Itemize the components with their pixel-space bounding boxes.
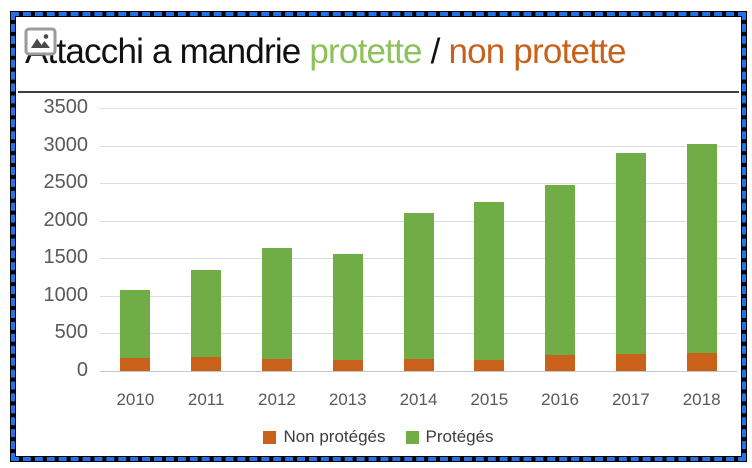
x-axis-labels: 2010 2011 2012 2013 2014 2015 2016 2017 2018 <box>100 390 737 412</box>
gridline-3000 <box>100 145 737 147</box>
x-tick-2010: 2010 <box>116 390 155 409</box>
bar-slot-2012 <box>242 108 313 371</box>
bar-segment-2016-s1 <box>545 184 576 356</box>
bar-segment-2013-s0 <box>332 359 363 371</box>
bar-slot-2013 <box>312 108 383 371</box>
x-tick-2014: 2014 <box>399 390 438 409</box>
bar-segment-2011-s0 <box>191 357 222 371</box>
title-orange-words: non protette <box>448 32 626 71</box>
title-black-lead: Attacchi a mandrie <box>25 32 310 71</box>
bar-segment-2017-s0 <box>615 354 646 371</box>
chart-legend: Non protégés Protégés <box>16 427 741 447</box>
bar-slot-2010 <box>100 108 171 371</box>
bar-segment-2017-s1 <box>615 153 646 355</box>
title-separator-line <box>18 91 739 93</box>
y-tick-2000: 2000 <box>43 208 89 231</box>
bar-2010 <box>120 289 151 371</box>
bar-slot-2015 <box>454 108 525 371</box>
bar-slot-2011 <box>171 108 242 371</box>
bar-2018 <box>686 144 717 371</box>
bar-segment-2010-s0 <box>120 358 151 371</box>
bar-segment-2012-s1 <box>261 247 292 359</box>
y-tick-1000: 1000 <box>43 283 89 306</box>
bar-segment-2015-s1 <box>474 201 505 360</box>
bar-segment-2010-s1 <box>120 289 151 359</box>
bar-slot-2018 <box>666 108 737 371</box>
y-axis-labels: 0 500 1000 1500 2000 2500 3000 3500 <box>16 96 89 381</box>
y-tick-3500: 3500 <box>43 96 89 119</box>
title-green-word: protette <box>309 32 422 71</box>
bar-segment-2014-s1 <box>403 213 434 359</box>
gridline-2500 <box>100 183 737 185</box>
bar-2012 <box>261 247 292 371</box>
selected-chart-image[interactable]: Attacchi a mandrie protette / non protet… <box>10 11 747 462</box>
x-tick-2011: 2011 <box>187 390 225 409</box>
bar-slot-2017 <box>595 108 666 371</box>
legend-swatch-0 <box>263 430 277 444</box>
bar-slot-2016 <box>525 108 596 371</box>
bar-2013 <box>332 253 363 371</box>
legend-label-0: Non protégés <box>283 427 386 446</box>
bar-2015 <box>474 201 505 371</box>
bar-2016 <box>545 184 576 371</box>
legend-label-1: Protégés <box>425 427 494 446</box>
bar-segment-2016-s0 <box>545 355 576 371</box>
plot-area <box>100 108 737 372</box>
y-tick-2500: 2500 <box>43 171 89 194</box>
legend-swatch-1 <box>405 430 419 444</box>
y-tick-0: 0 <box>76 359 88 382</box>
bar-segment-2015-s0 <box>474 359 505 371</box>
broken-image-icon <box>24 27 57 56</box>
y-tick-1500: 1500 <box>43 246 89 269</box>
bar-2014 <box>403 213 434 371</box>
x-tick-2015: 2015 <box>470 390 509 409</box>
x-tick-2018: 2018 <box>682 390 721 409</box>
bar-2011 <box>191 269 222 371</box>
bars-row <box>100 108 737 371</box>
bar-chart: 0 500 1000 1500 2000 2500 3000 3500 2010 2011 201… <box>16 93 741 456</box>
title-slash: / <box>421 32 449 71</box>
x-tick-2013: 2013 <box>328 390 367 409</box>
chart-title: Attacchi a mandrie protette / non protet… <box>25 32 626 72</box>
bar-segment-2014-s0 <box>403 358 434 371</box>
legend-item-1: Protégés <box>405 427 494 447</box>
x-tick-2017: 2017 <box>611 390 650 409</box>
y-tick-500: 500 <box>54 321 88 344</box>
gridline-3500 <box>100 108 737 109</box>
x-tick-2016: 2016 <box>541 390 579 409</box>
bar-segment-2011-s1 <box>191 269 222 358</box>
gridline-0 <box>100 371 737 372</box>
y-tick-3000: 3000 <box>43 133 89 156</box>
bar-segment-2018-s1 <box>686 144 717 353</box>
bar-segment-2018-s0 <box>686 352 717 371</box>
bar-2017 <box>615 153 646 371</box>
x-tick-2012: 2012 <box>258 390 296 409</box>
legend-item-0: Non protégés <box>263 427 386 447</box>
bar-slot-2014 <box>383 108 454 371</box>
bar-segment-2013-s1 <box>332 253 363 360</box>
bar-segment-2012-s0 <box>261 358 292 371</box>
